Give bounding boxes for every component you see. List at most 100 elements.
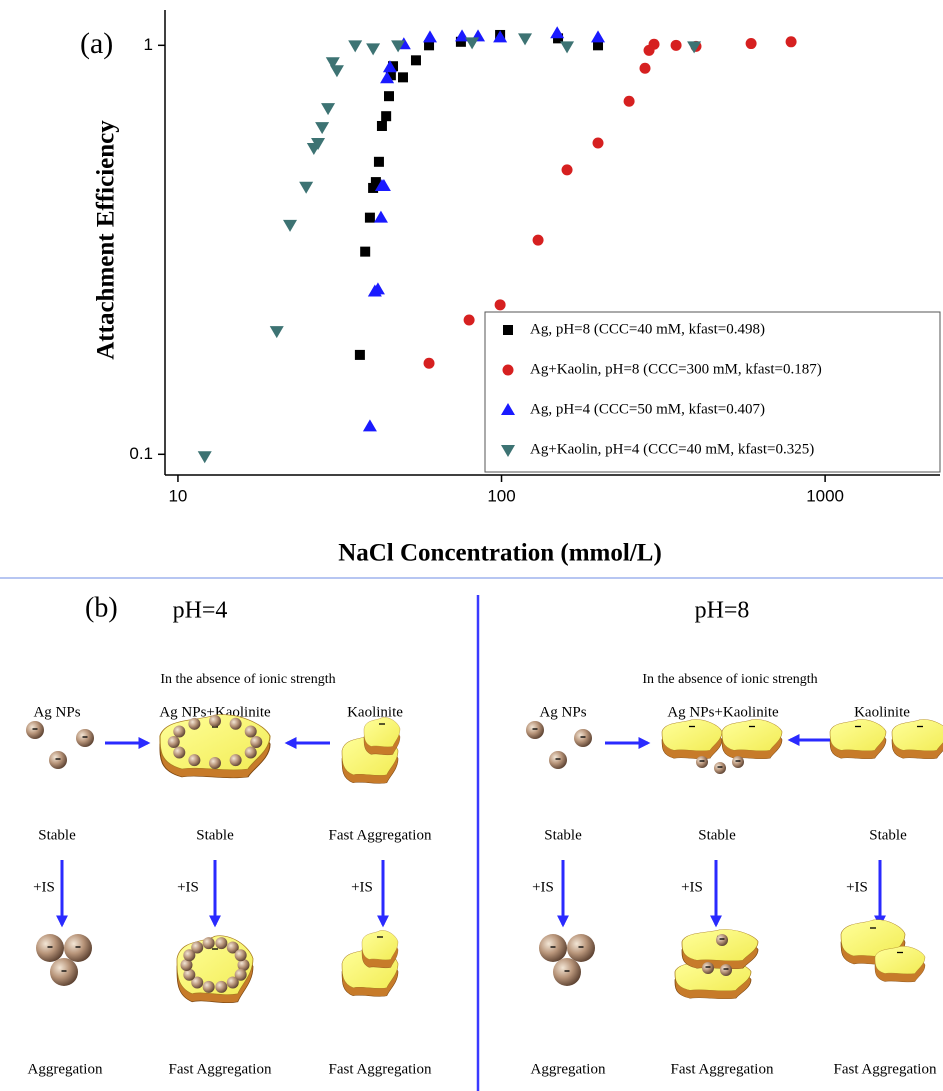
kaolinite	[363, 717, 401, 748]
nanoparticle	[696, 756, 708, 768]
step-label: +IS	[351, 879, 373, 895]
point	[501, 403, 515, 415]
point	[560, 41, 575, 54]
point	[550, 26, 565, 39]
nanoparticle	[167, 736, 180, 749]
point	[593, 40, 604, 51]
point	[370, 282, 385, 295]
state-label: Stable	[869, 827, 907, 843]
panel-label: (a)	[80, 27, 113, 60]
point	[385, 70, 396, 81]
point	[364, 212, 375, 223]
point	[424, 40, 435, 51]
nanoparticle	[732, 756, 744, 768]
point	[410, 55, 421, 66]
step-label: +IS	[177, 879, 199, 895]
result-label: Fast Aggregation	[329, 1061, 432, 1077]
point	[311, 137, 326, 150]
point	[373, 210, 388, 223]
kaolinite	[829, 719, 887, 751]
column-name: Ag NPs	[33, 704, 80, 720]
legend-box	[484, 311, 941, 473]
point	[269, 326, 284, 339]
point	[648, 38, 660, 50]
point	[422, 30, 437, 43]
point	[366, 43, 381, 56]
nanoparticle	[716, 934, 728, 946]
nanoparticle	[26, 721, 44, 739]
x-axis-label: NaCl Concentration (mmol/L)	[338, 540, 662, 567]
point	[455, 36, 466, 47]
point	[325, 57, 340, 70]
point	[553, 33, 564, 44]
point	[383, 91, 394, 102]
nanoparticle	[229, 717, 242, 730]
nanoparticle	[549, 751, 567, 769]
nanoparticle	[76, 729, 94, 747]
nanoparticle	[49, 751, 67, 769]
point	[502, 364, 514, 376]
nanoparticle	[567, 934, 595, 962]
nanoparticle	[720, 964, 732, 976]
nanoparticle	[215, 937, 228, 950]
point	[623, 95, 635, 107]
column-name: Ag NPs	[539, 704, 586, 720]
point	[785, 36, 797, 48]
result-label: Fast Aggregation	[671, 1061, 774, 1077]
point	[494, 299, 506, 311]
nanoparticle	[202, 937, 215, 950]
step-label: +IS	[846, 879, 868, 895]
nanoparticle	[237, 959, 250, 971]
point	[354, 349, 365, 360]
point	[380, 71, 395, 84]
point	[368, 182, 379, 193]
point	[423, 357, 435, 369]
x-tick-label: 100	[487, 486, 515, 505]
column-name: Kaolinite	[854, 704, 910, 720]
kaolinite	[874, 946, 926, 975]
nanoparticle	[173, 746, 186, 759]
point	[382, 60, 397, 73]
nanoparticle	[574, 729, 592, 747]
column-name: Ag NPs+Kaolinite	[159, 704, 271, 720]
kaolinite	[891, 719, 943, 751]
panel-subtitle: In the absence of ionic strength	[642, 672, 817, 687]
nanoparticle	[226, 976, 239, 989]
point	[360, 246, 371, 257]
y-axis-label: Attachment Efficiency	[93, 120, 120, 360]
point	[391, 40, 406, 53]
nanoparticle	[702, 962, 714, 974]
point	[561, 164, 573, 176]
point	[283, 219, 298, 232]
nanoparticle	[191, 941, 204, 954]
point	[518, 33, 533, 46]
point	[687, 41, 702, 54]
point	[501, 445, 515, 457]
nanoparticle	[526, 721, 544, 739]
point	[493, 30, 508, 43]
point	[463, 314, 475, 326]
point	[362, 419, 377, 432]
nanoparticle	[50, 958, 78, 986]
point	[348, 40, 363, 53]
point	[197, 451, 212, 464]
column-name: Kaolinite	[347, 704, 403, 720]
nanoparticle	[188, 754, 201, 767]
result-label: Aggregation	[531, 1061, 606, 1077]
nanoparticle	[250, 736, 263, 748]
point	[381, 111, 392, 122]
state-label: Stable	[698, 827, 736, 843]
kaolinite	[361, 930, 399, 961]
result-label: Fast Aggregation	[834, 1061, 937, 1077]
nanoparticle	[36, 934, 64, 962]
nanoparticle	[244, 746, 257, 759]
nanoparticle	[188, 717, 201, 730]
nanoparticle	[183, 949, 196, 962]
point	[315, 122, 330, 135]
legend-label: Ag+Kaolin, pH=4 (CCC=40 mM, kfast=0.325)	[530, 441, 814, 457]
state-label: Stable	[196, 827, 234, 843]
nanoparticle	[209, 757, 222, 769]
state-label: Fast Aggregation	[329, 827, 432, 843]
nanoparticle	[553, 958, 581, 986]
